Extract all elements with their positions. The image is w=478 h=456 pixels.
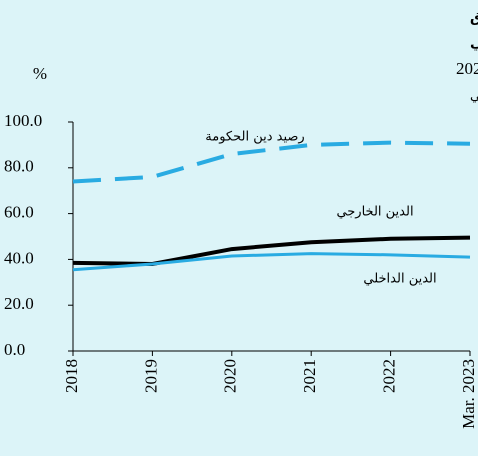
legend-label: رصيد دين الحكومة [205,130,304,145]
x-tick-label: 2020 [221,359,240,393]
series-line [72,252,471,272]
chart-title: استثمار اموال الضمان الاجتماعي [470,35,478,51]
legend-label: الدين الخارجي [336,205,413,220]
legend-label: الدين الداخلي [363,272,436,287]
y-tick-label: 20.0 [4,294,34,313]
x-tick-label: 2018 [62,359,81,393]
x-tick-label: 2019 [141,359,160,393]
x-tick-label: Mar. 2023 [459,359,478,429]
chart-subtitle: نسبة الى الناتج المحلي الإجمالي [470,89,478,104]
y-axis-label: % [33,64,47,83]
chart-subtitle: 2018 -آذار 2023 [456,57,478,79]
series-line [72,140,471,184]
y-tick-label: 40.0 [4,248,34,267]
y-tick-label: 100.0 [4,111,42,130]
chart-title: رصيد دين الحكومة بعد استثناء ما يحمله صن… [470,10,478,26]
x-tick-label: 2022 [380,359,399,393]
y-tick-label: 80.0 [4,157,34,176]
y-tick-label: 0.0 [4,340,25,359]
y-tick-label: 60.0 [4,203,34,222]
x-tick-label: 2021 [300,359,319,393]
